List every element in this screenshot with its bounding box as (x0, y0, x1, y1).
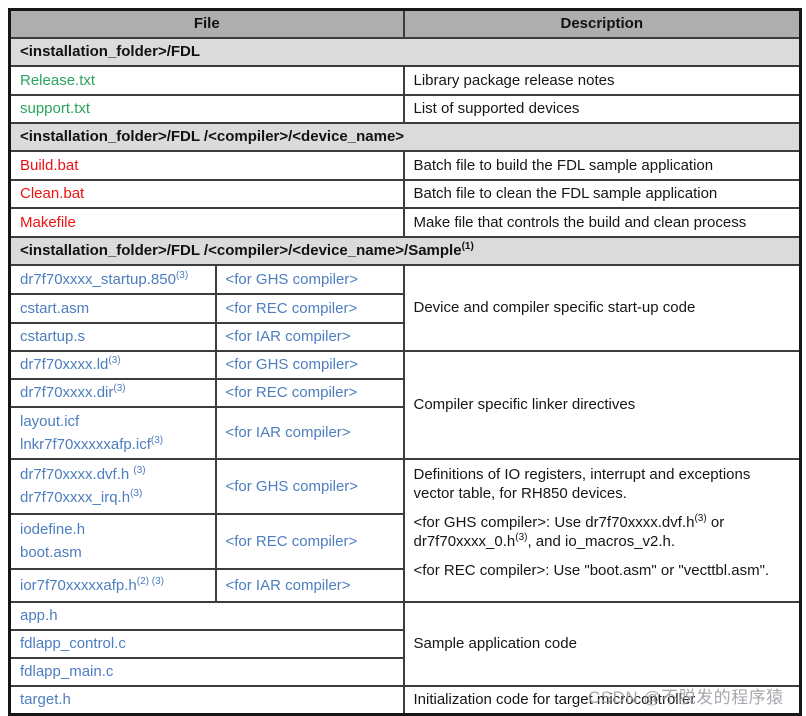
table-row: support.txt List of supported devices (8, 93, 802, 124)
section-header: <installation_folder>/FDL /<compiler>/<d… (8, 235, 802, 266)
footnote-ref: (3) (175, 269, 189, 281)
description-cell: List of supported devices (402, 93, 802, 124)
header-row: File Description (8, 8, 802, 39)
file-cell: dr7f70xxxx.ld(3) (8, 349, 217, 380)
file-cell: ior7f70xxxxxafp.h(2) (3) (8, 567, 217, 603)
file-cell: dr7f70xxxx.dir(3) (8, 377, 217, 408)
compiler-cell: <for IAR compiler> (214, 405, 405, 460)
description-paragraph: Definitions of IO registers, interrupt a… (413, 465, 751, 502)
file-cell: cstartup.s (8, 321, 217, 352)
file-name-text: dr7f70xxxx_irq.h (20, 489, 131, 506)
file-name-text: dr7f70xxxx.dvf.h (20, 466, 134, 483)
file-cell: target.h (8, 684, 405, 716)
table-row: cstartup.s <for IAR compiler> (8, 321, 801, 352)
footnote-ref: (3) (515, 531, 528, 543)
footnote-ref: (3) (133, 465, 146, 476)
description-cell: Library package release notes (402, 64, 802, 96)
footnote-ref: (2) (3) (136, 575, 164, 587)
footnote-ref: (3) (130, 488, 143, 499)
section-row-compiler: <installation_folder>/FDL /<compiler>/<d… (8, 121, 802, 152)
file-description-table: File Description <installation_folder>/F… (8, 8, 802, 716)
file-name-text: lnkr7f70xxxxxafp.icf (20, 435, 151, 453)
footnote-ref: (3) (113, 383, 126, 394)
file-cell: fdlapp_main.c (8, 656, 405, 687)
compiler-cell: <for REC compiler> (214, 512, 405, 570)
column-header-description: Description (402, 8, 802, 39)
section-header: <installation_folder>/FDL (8, 36, 802, 67)
table-row: Clean.bat Batch file to clean the FDL sa… (8, 178, 802, 209)
file-name: dr7f70xxxx_irq.h(3) (20, 486, 206, 509)
footnote-ref: (3) (108, 355, 121, 366)
table-row: dr7f70xxxx.dir(3) <for REC compiler> (8, 377, 801, 408)
file-cell: iodefine.h boot.asm (8, 512, 217, 570)
file-cell: support.txt (8, 93, 405, 124)
description-cell: Definitions of IO registers, interrupt a… (402, 457, 802, 603)
file-name: iodefine.h (20, 521, 86, 538)
file-cell: cstart.asm (8, 292, 217, 324)
description-cell: Device and compiler specific start-up co… (402, 263, 802, 352)
column-header-file: File (8, 8, 405, 39)
footnote-ref: (1) (461, 241, 474, 252)
table-row: fdlapp_main.c (8, 656, 801, 687)
table-row: cstart.asm <for REC compiler> (8, 292, 801, 324)
compiler-cell: <for IAR compiler> (214, 567, 405, 603)
table-row: Makefile Make file that controls the bui… (8, 206, 802, 238)
file-name: boot.asm (20, 544, 82, 561)
table-row: Release.txt Library package release note… (8, 64, 802, 96)
compiler-cell: <for GHS compiler> (214, 263, 405, 295)
file-name: dr7f70xxxx_startup.850 (20, 270, 176, 288)
compiler-cell: <for IAR compiler> (214, 321, 405, 352)
footnote-ref: (3) (150, 434, 164, 446)
description-cell: Batch file to build the FDL sample appli… (402, 149, 802, 181)
file-cell: Makefile (8, 206, 405, 238)
table-row: app.h Sample application code (8, 600, 802, 687)
section-header: <installation_folder>/FDL /<compiler>/<d… (8, 121, 802, 152)
file-cell: fdlapp_control.c (8, 628, 405, 659)
section-row-fdl: <installation_folder>/FDL (8, 36, 802, 67)
table-row: iodefine.h boot.asm <for REC compiler> (8, 512, 801, 570)
file-name: dr7f70xxxx.ld (20, 356, 109, 373)
file-cell: Release.txt (8, 64, 405, 96)
file-cell: dr7f70xxxx.dvf.h (3) dr7f70xxxx_irq.h(3) (8, 457, 217, 515)
file-cell: Clean.bat (8, 178, 405, 209)
file-cell: app.h (8, 600, 405, 631)
table-row: layout.icf lnkr7f70xxxxxafp.icf(3) <for … (8, 405, 801, 460)
table-row: Build.bat Batch file to build the FDL sa… (8, 149, 802, 181)
section-row-sample: <installation_folder>/FDL /<compiler>/<d… (8, 235, 802, 266)
description-cell: Sample application code (402, 600, 802, 687)
description-cell: Batch file to clean the FDL sample appli… (402, 178, 802, 209)
description-text: , and io_macros_v2.h. (527, 532, 676, 550)
description-text: or dr7f70xxxx_0.h (413, 513, 725, 550)
section-title: <installation_folder>/FDL /<compiler>/<d… (20, 242, 462, 259)
compiler-cell: <for REC compiler> (214, 292, 405, 324)
file-name: ior7f70xxxxxafp.h (20, 576, 137, 594)
file-name: dr7f70xxxx.dir (20, 384, 114, 401)
file-cell: Build.bat (8, 149, 405, 181)
description-cell: Compiler specific linker directives (402, 349, 802, 460)
footnote-ref: (3) (694, 512, 707, 524)
description-text: <for GHS compiler>: Use dr7f70xxxx.dvf.h (413, 513, 695, 531)
table-row: dr7f70xxxx.dvf.h (3) dr7f70xxxx_irq.h(3)… (8, 457, 802, 603)
description-paragraph: <for GHS compiler>: Use dr7f70xxxx.dvf.h… (414, 513, 791, 551)
table-row: ior7f70xxxxxafp.h(2) (3) <for IAR compil… (8, 567, 801, 603)
description-cell: Make file that controls the build and cl… (402, 206, 802, 238)
file-cell: dr7f70xxxx_startup.850(3) (8, 263, 217, 295)
file-cell: layout.icf lnkr7f70xxxxxafp.icf(3) (8, 405, 217, 460)
description-cell: Initialization code for target microcont… (402, 684, 802, 716)
file-name: layout.icf (20, 412, 80, 430)
file-name: dr7f70xxxx.dvf.h (3) (20, 463, 206, 486)
table-row: dr7f70xxxx_startup.850(3) <for GHS compi… (8, 263, 802, 352)
compiler-cell: <for GHS compiler> (214, 457, 405, 515)
compiler-cell: <for GHS compiler> (214, 349, 405, 380)
description-paragraph: <for REC compiler>: Use "boot.asm" or "v… (413, 561, 770, 579)
table-row: target.h Initialization code for target … (8, 684, 802, 716)
table-row: dr7f70xxxx.ld(3) <for GHS compiler> Comp… (8, 349, 802, 460)
compiler-cell: <for REC compiler> (214, 377, 405, 408)
table-row: fdlapp_control.c (8, 628, 801, 659)
file-name: lnkr7f70xxxxxafp.icf(3) (20, 433, 206, 456)
